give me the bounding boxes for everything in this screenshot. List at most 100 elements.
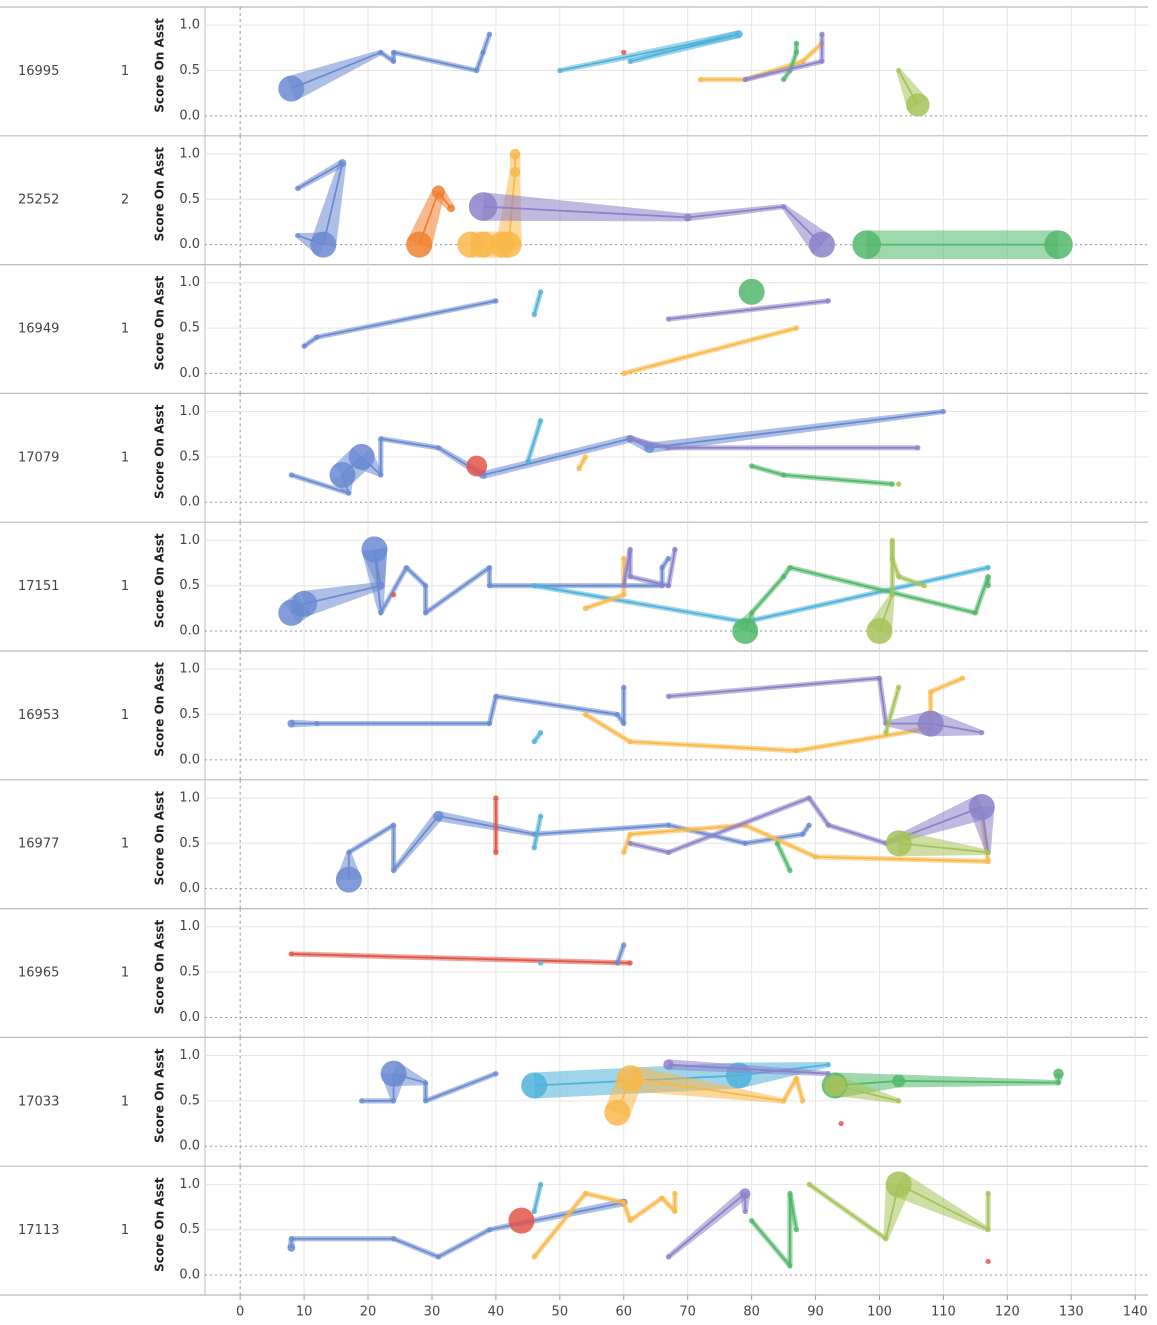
- point: [621, 583, 626, 588]
- point: [496, 232, 522, 258]
- x-tick-label: 120: [995, 1305, 1020, 1320]
- point: [447, 204, 455, 212]
- point: [986, 583, 991, 588]
- point: [979, 730, 984, 735]
- point: [809, 232, 835, 258]
- y-tick-label: 1.0: [179, 919, 200, 934]
- point: [666, 583, 671, 588]
- point: [621, 50, 626, 55]
- point: [339, 159, 347, 167]
- point: [787, 868, 792, 873]
- size-band: [482, 192, 688, 221]
- point: [890, 592, 895, 597]
- point: [787, 1263, 792, 1268]
- row-id: 16965: [18, 966, 59, 981]
- point: [781, 472, 786, 477]
- point: [493, 850, 498, 855]
- series-line: [291, 549, 668, 612]
- y-tick-label: 0.0: [179, 752, 200, 767]
- point: [986, 859, 991, 864]
- point: [404, 565, 409, 570]
- point: [918, 711, 944, 737]
- point: [474, 68, 479, 73]
- y-tick-label: 0.0: [179, 495, 200, 510]
- point: [826, 1062, 831, 1067]
- point: [628, 1218, 633, 1223]
- point: [666, 1254, 671, 1259]
- y-tick-label: 1.0: [179, 533, 200, 548]
- x-tick-label: 70: [679, 1305, 696, 1320]
- x-tick-label: 30: [424, 1305, 441, 1320]
- point: [487, 32, 492, 37]
- point: [289, 472, 294, 477]
- y-axis-label: Score On Asst: [153, 533, 167, 628]
- x-tick-label: 130: [1059, 1305, 1084, 1320]
- page: {"chart_data": {"type": "panel-line", "y…: [0, 0, 1157, 1325]
- point: [973, 610, 978, 615]
- point: [628, 960, 633, 965]
- point: [469, 192, 498, 221]
- point: [391, 1236, 396, 1241]
- point: [628, 841, 633, 846]
- y-tick-label: 0.0: [179, 108, 200, 123]
- point: [481, 50, 486, 55]
- point: [391, 823, 396, 828]
- point: [346, 850, 351, 855]
- y-tick-label: 0.5: [179, 1222, 200, 1237]
- size-band: [437, 811, 534, 837]
- point: [510, 149, 520, 159]
- panel: 170791Score On Asst0.00.51.0: [0, 393, 1148, 522]
- point: [749, 463, 754, 468]
- point: [896, 68, 901, 73]
- point: [532, 1254, 537, 1259]
- point: [852, 230, 881, 259]
- x-tick-label: 0: [236, 1305, 244, 1320]
- point: [378, 436, 383, 441]
- point: [749, 1218, 754, 1223]
- point: [896, 482, 901, 487]
- point: [621, 721, 626, 726]
- y-tick-label: 0.0: [179, 624, 200, 639]
- y-tick-label: 0.0: [179, 881, 200, 896]
- point: [466, 456, 487, 477]
- point: [735, 30, 743, 38]
- point: [391, 868, 396, 873]
- point: [361, 536, 387, 562]
- point: [807, 795, 812, 800]
- row-count: 1: [121, 322, 129, 337]
- point: [295, 233, 300, 238]
- point: [576, 466, 581, 471]
- y-axis-label: Score On Asst: [153, 791, 167, 886]
- point: [960, 676, 965, 681]
- point: [289, 1236, 294, 1241]
- point: [819, 59, 824, 64]
- point: [886, 830, 912, 856]
- point: [794, 50, 799, 55]
- y-tick-label: 1.0: [179, 662, 200, 677]
- point: [391, 50, 396, 55]
- point: [775, 841, 780, 846]
- x-tick-label: 40: [488, 1305, 505, 1320]
- point: [922, 583, 927, 588]
- point: [986, 574, 991, 579]
- point: [866, 618, 892, 644]
- y-tick-label: 0.5: [179, 63, 200, 78]
- point: [493, 298, 498, 303]
- point: [532, 312, 537, 317]
- series-line: [534, 568, 988, 622]
- point: [663, 1059, 673, 1069]
- point: [381, 1061, 407, 1087]
- y-tick-label: 0.5: [179, 321, 200, 336]
- point: [660, 565, 665, 570]
- y-axis-label: Score On Asst: [153, 18, 167, 113]
- point: [628, 574, 633, 579]
- point: [621, 371, 626, 376]
- point: [510, 167, 520, 177]
- y-axis-label: Score On Asst: [153, 276, 167, 371]
- point: [291, 591, 317, 617]
- point: [628, 59, 633, 64]
- point: [329, 462, 355, 488]
- x-tick-label: 90: [807, 1305, 824, 1320]
- point: [615, 960, 620, 965]
